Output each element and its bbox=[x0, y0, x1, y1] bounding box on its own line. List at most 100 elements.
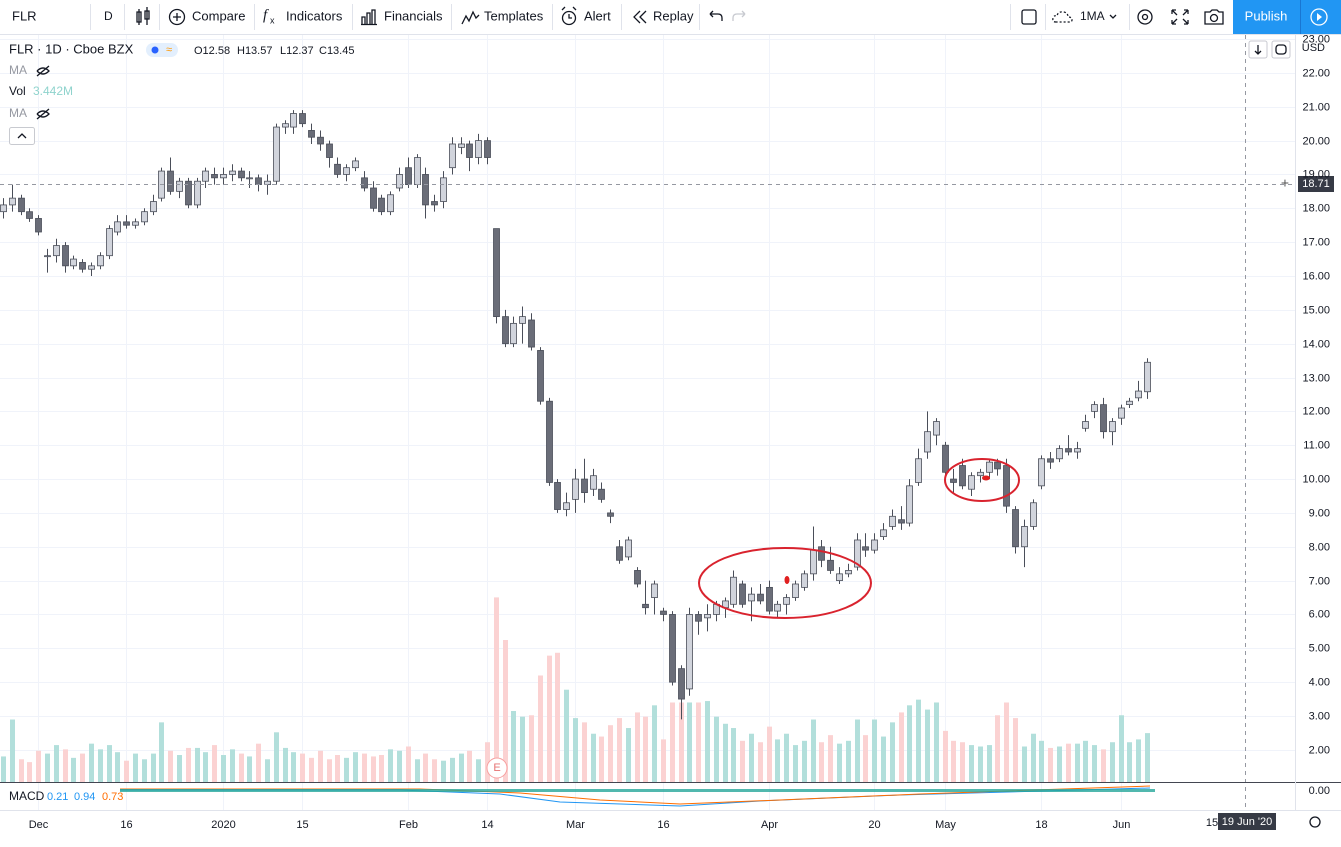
layout-icon[interactable] bbox=[1021, 9, 1037, 25]
volume-bar bbox=[1083, 740, 1088, 782]
volume-bar bbox=[1022, 746, 1027, 782]
x-tick-label: 16 bbox=[120, 819, 132, 831]
settings-button[interactable] bbox=[1137, 9, 1153, 25]
financials-button[interactable]: Financials bbox=[384, 8, 443, 23]
x-tick-label: 2020 bbox=[211, 819, 235, 831]
currency: USD bbox=[1302, 42, 1325, 54]
candle-body bbox=[114, 221, 121, 233]
alert-button[interactable]: Alert bbox=[584, 8, 611, 23]
candle-body bbox=[1126, 400, 1133, 406]
candle-body bbox=[493, 228, 500, 318]
candle-body bbox=[1135, 390, 1142, 399]
volume-bar bbox=[441, 760, 446, 782]
volume-bar bbox=[159, 722, 164, 782]
volume-bar bbox=[670, 702, 675, 782]
undo-button[interactable] bbox=[709, 10, 723, 21]
candle-body bbox=[62, 245, 69, 267]
volume-bar bbox=[327, 759, 332, 782]
volume-bar bbox=[978, 746, 983, 782]
volume-bar bbox=[784, 733, 789, 782]
settings-icon[interactable] bbox=[1309, 816, 1321, 828]
chart-type-icon[interactable] bbox=[136, 7, 150, 25]
settings-icon bbox=[1141, 13, 1149, 21]
ma-label: MA bbox=[9, 106, 27, 120]
volume-bar bbox=[19, 759, 24, 782]
volume-bar bbox=[1013, 718, 1018, 782]
crosshair-price-box bbox=[1298, 176, 1334, 192]
compare-button[interactable]: Compare bbox=[192, 8, 245, 23]
volume-bar bbox=[731, 728, 736, 782]
reset-button[interactable] bbox=[1271, 40, 1291, 59]
volume-bar bbox=[459, 753, 464, 782]
collapse-button[interactable] bbox=[9, 127, 35, 145]
redo-button[interactable] bbox=[732, 10, 746, 21]
candle-body bbox=[282, 123, 289, 128]
volume-bar bbox=[291, 752, 296, 782]
candle-body bbox=[123, 221, 130, 226]
interval-button[interactable]: D bbox=[104, 9, 113, 23]
y-tick-label: 11.00 bbox=[1303, 439, 1330, 451]
volume-bar bbox=[1119, 715, 1124, 782]
replay-button[interactable]: Replay bbox=[653, 8, 694, 23]
candle-body bbox=[290, 113, 297, 128]
publish-button[interactable] bbox=[1233, 0, 1341, 34]
candle-body bbox=[414, 157, 421, 186]
play-icon bbox=[1317, 13, 1322, 21]
volume-bar bbox=[344, 757, 349, 782]
scroll-icon bbox=[1254, 45, 1262, 55]
earnings-marker[interactable] bbox=[486, 757, 508, 779]
candle-body bbox=[774, 603, 781, 612]
indicators-button[interactable]: Indicators bbox=[286, 8, 343, 23]
hidden-icon[interactable] bbox=[36, 108, 50, 120]
fullscreen-button[interactable] bbox=[1171, 9, 1189, 25]
symbol-line: FLR · 1D · Cboe BZX bbox=[9, 41, 134, 56]
candle-body bbox=[466, 143, 473, 158]
candle-body bbox=[475, 140, 482, 158]
cloud-icon[interactable] bbox=[1052, 11, 1073, 23]
candle-body bbox=[1109, 421, 1116, 433]
candle-body bbox=[678, 668, 685, 700]
x-tick-label: 16 bbox=[657, 819, 669, 831]
volume-bar bbox=[855, 719, 860, 782]
volume-bar bbox=[230, 749, 235, 782]
y-tick-label: 22.00 bbox=[1302, 67, 1330, 79]
candle-body bbox=[211, 174, 218, 179]
candle-body bbox=[986, 461, 993, 473]
candle-body bbox=[317, 136, 324, 145]
candle-body bbox=[1038, 458, 1045, 487]
volume-bar bbox=[582, 722, 587, 782]
volume-bar bbox=[916, 699, 921, 782]
templates-button[interactable]: Templates bbox=[484, 8, 544, 23]
y-tick-label: 9.00 bbox=[1309, 507, 1330, 519]
candle-body bbox=[792, 583, 799, 598]
candle-body bbox=[220, 174, 227, 179]
dropdown-icon[interactable] bbox=[1109, 14, 1117, 19]
hidden-icon[interactable] bbox=[36, 65, 50, 77]
volume-bar bbox=[1031, 733, 1036, 782]
x-tick-label: Apr bbox=[761, 819, 778, 831]
candle-body bbox=[273, 126, 280, 182]
candle-body bbox=[422, 174, 429, 206]
volume-bar bbox=[907, 705, 912, 782]
y-tick-label: 4.00 bbox=[1309, 676, 1330, 688]
volume-bar bbox=[767, 726, 772, 782]
ma-button[interactable]: 1MA bbox=[1080, 9, 1105, 23]
volume-bar bbox=[705, 701, 710, 782]
crosshair-date: 19 Jun '20 bbox=[1222, 816, 1272, 828]
candle-body bbox=[827, 559, 834, 571]
volume-bar bbox=[203, 752, 208, 782]
volume-bar bbox=[547, 655, 552, 782]
annotation-ellipse bbox=[698, 547, 872, 619]
volume-bar bbox=[1066, 743, 1071, 782]
candle-body bbox=[0, 204, 7, 213]
volume-bar bbox=[27, 762, 32, 782]
candle-body bbox=[458, 143, 465, 148]
indicators-icon: x bbox=[270, 15, 275, 25]
play-button[interactable] bbox=[1310, 8, 1328, 26]
snapshot-button[interactable] bbox=[1204, 9, 1224, 25]
symbol-button[interactable]: FLR bbox=[12, 8, 37, 23]
volume-bar bbox=[450, 757, 455, 782]
candle-body bbox=[906, 485, 913, 524]
volume-bar bbox=[1110, 742, 1115, 782]
volume-bar bbox=[811, 719, 816, 782]
